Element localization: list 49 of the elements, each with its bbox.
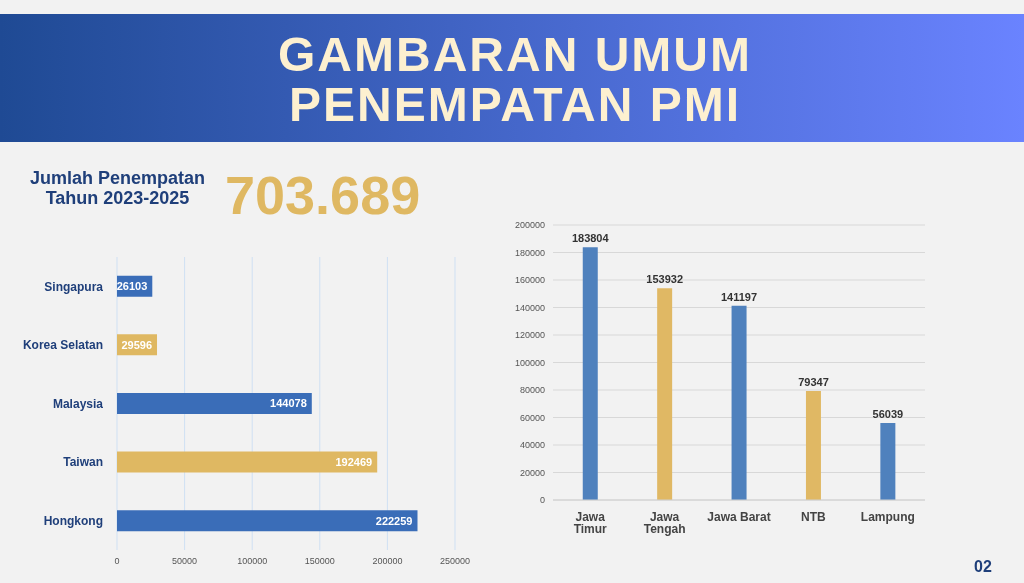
data-label: 141197 — [721, 290, 758, 303]
x-tick-label: 50000 — [172, 556, 198, 567]
y-tick-label: 100000 — [514, 357, 545, 368]
data-label: 144078 — [270, 397, 307, 410]
y-tick-label: Malaysia — [52, 396, 104, 411]
x-tick-label: 100000 — [237, 556, 268, 567]
text: 02 — [974, 558, 992, 576]
x-tick-label: NTB — [801, 509, 827, 524]
y-tick-label: Singapura — [44, 279, 104, 294]
y-tick-label: 60000 — [519, 412, 545, 423]
y-tick-label: Korea Selatan — [22, 338, 103, 353]
data-label: 79347 — [798, 375, 829, 388]
y-tick-label: 200000 — [514, 220, 545, 231]
y-tick-label: 180000 — [514, 247, 545, 258]
bar — [117, 392, 312, 414]
bar — [731, 305, 747, 500]
y-tick-label: 20000 — [519, 467, 545, 478]
data-label: 26103 — [116, 280, 148, 293]
x-tick-label: 250000 — [439, 556, 471, 567]
bar — [582, 247, 598, 500]
bar — [657, 288, 673, 500]
data-label: 183804 — [571, 232, 610, 245]
data-label: 222259 — [375, 514, 413, 527]
y-tick-label: 160000 — [514, 275, 545, 286]
chart-title: GAMBARAN UMUM PENEMPATAN PMI — [277, 28, 753, 131]
data-label: 56039 — [872, 407, 904, 420]
data-label: 153932 — [646, 273, 684, 286]
chart-subtitle: Jumlah Penempatan Tahun 2023-2025 — [28, 168, 207, 208]
x-tick-label: Jawa Timur — [573, 509, 608, 536]
bar — [880, 422, 896, 500]
y-tick-label: 120000 — [514, 330, 545, 341]
x-tick-label: Lampung — [860, 509, 915, 524]
x-tick-label: 0 — [114, 556, 120, 567]
bar — [805, 390, 821, 500]
bar — [117, 451, 378, 473]
y-tick-label: 140000 — [514, 302, 545, 313]
y-tick-label: Taiwan — [63, 455, 103, 470]
data-label: 29596 — [121, 338, 153, 351]
y-tick-label: 80000 — [519, 385, 545, 396]
y-tick-label: 40000 — [519, 440, 545, 451]
x-tick-label: Jawa Barat — [707, 509, 771, 524]
data-label: 192469 — [335, 455, 373, 468]
bar — [117, 510, 418, 532]
x-tick-label: 150000 — [304, 556, 335, 567]
text: 703.689 — [225, 164, 421, 227]
x-tick-label: 200000 — [372, 556, 403, 567]
x-tick-label: Jawa Tengah — [643, 509, 686, 536]
y-tick-label: 0 — [539, 495, 545, 506]
y-tick-label: Hongkong — [43, 513, 103, 528]
